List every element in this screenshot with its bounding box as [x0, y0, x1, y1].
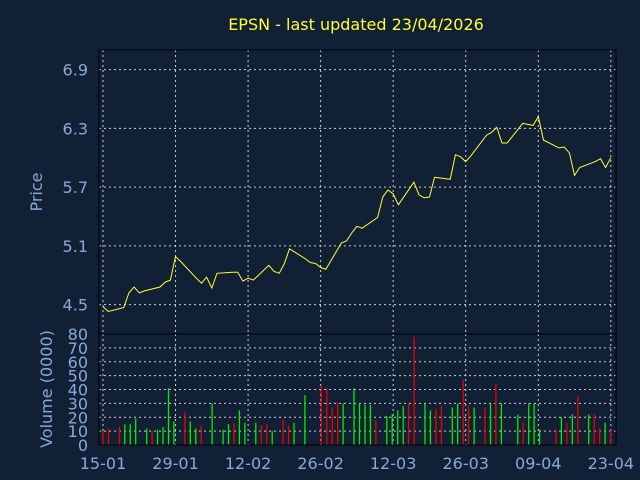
- x-tick-label: 12-02: [225, 454, 272, 473]
- volume-y-tick-label: 50: [68, 367, 88, 386]
- x-tick-label: 26-03: [442, 454, 489, 473]
- volume-y-tick-label: 10: [68, 422, 88, 441]
- x-tick-label: 09-04: [515, 454, 562, 473]
- x-tick-label: 26-02: [297, 454, 344, 473]
- volume-y-tick-label: 40: [68, 381, 88, 400]
- price-grid: [99, 50, 616, 334]
- volume-grid: [99, 333, 616, 446]
- price-y-tick-label: 5.7: [63, 178, 88, 197]
- volume-axis-label: Volume (0000): [37, 330, 56, 448]
- price-y-tick-label: 6.9: [63, 61, 88, 80]
- volume-y-tick-label: 20: [68, 408, 88, 427]
- volume-y-tick-label: 0: [78, 436, 88, 455]
- price-y-tick-label: 5.1: [63, 237, 88, 256]
- price-y-ticks: 4.5 5.1 5.7 6.3 6.9: [63, 61, 88, 315]
- chart-title: EPSN - last updated 23/04/2026: [228, 15, 484, 34]
- x-tick-label: 15-01: [80, 454, 127, 473]
- volume-y-tick-label: 60: [68, 353, 88, 372]
- price-line: [102, 115, 612, 313]
- volume-bars: [102, 336, 612, 445]
- x-tick-label: 23-04: [588, 454, 635, 473]
- price-panel: 4.5 5.1 5.7 6.3 6.9 Price: [27, 49, 617, 335]
- price-axis-label: Price: [27, 172, 46, 211]
- volume-plot-frame: [98, 333, 617, 446]
- volume-y-tick-label: 70: [68, 339, 88, 358]
- x-tick-label: 12-03: [370, 454, 417, 473]
- x-tick-label: 29-01: [152, 454, 199, 473]
- price-y-tick-label: 6.3: [63, 119, 88, 138]
- volume-y-tick-label: 80: [68, 325, 88, 344]
- price-y-tick-label: 4.5: [63, 296, 88, 315]
- volume-y-tick-label: 30: [68, 394, 88, 413]
- x-axis-ticks: 15-01 29-01 12-02 26-02 12-03 26-03 09-04 23-04: [80, 454, 634, 473]
